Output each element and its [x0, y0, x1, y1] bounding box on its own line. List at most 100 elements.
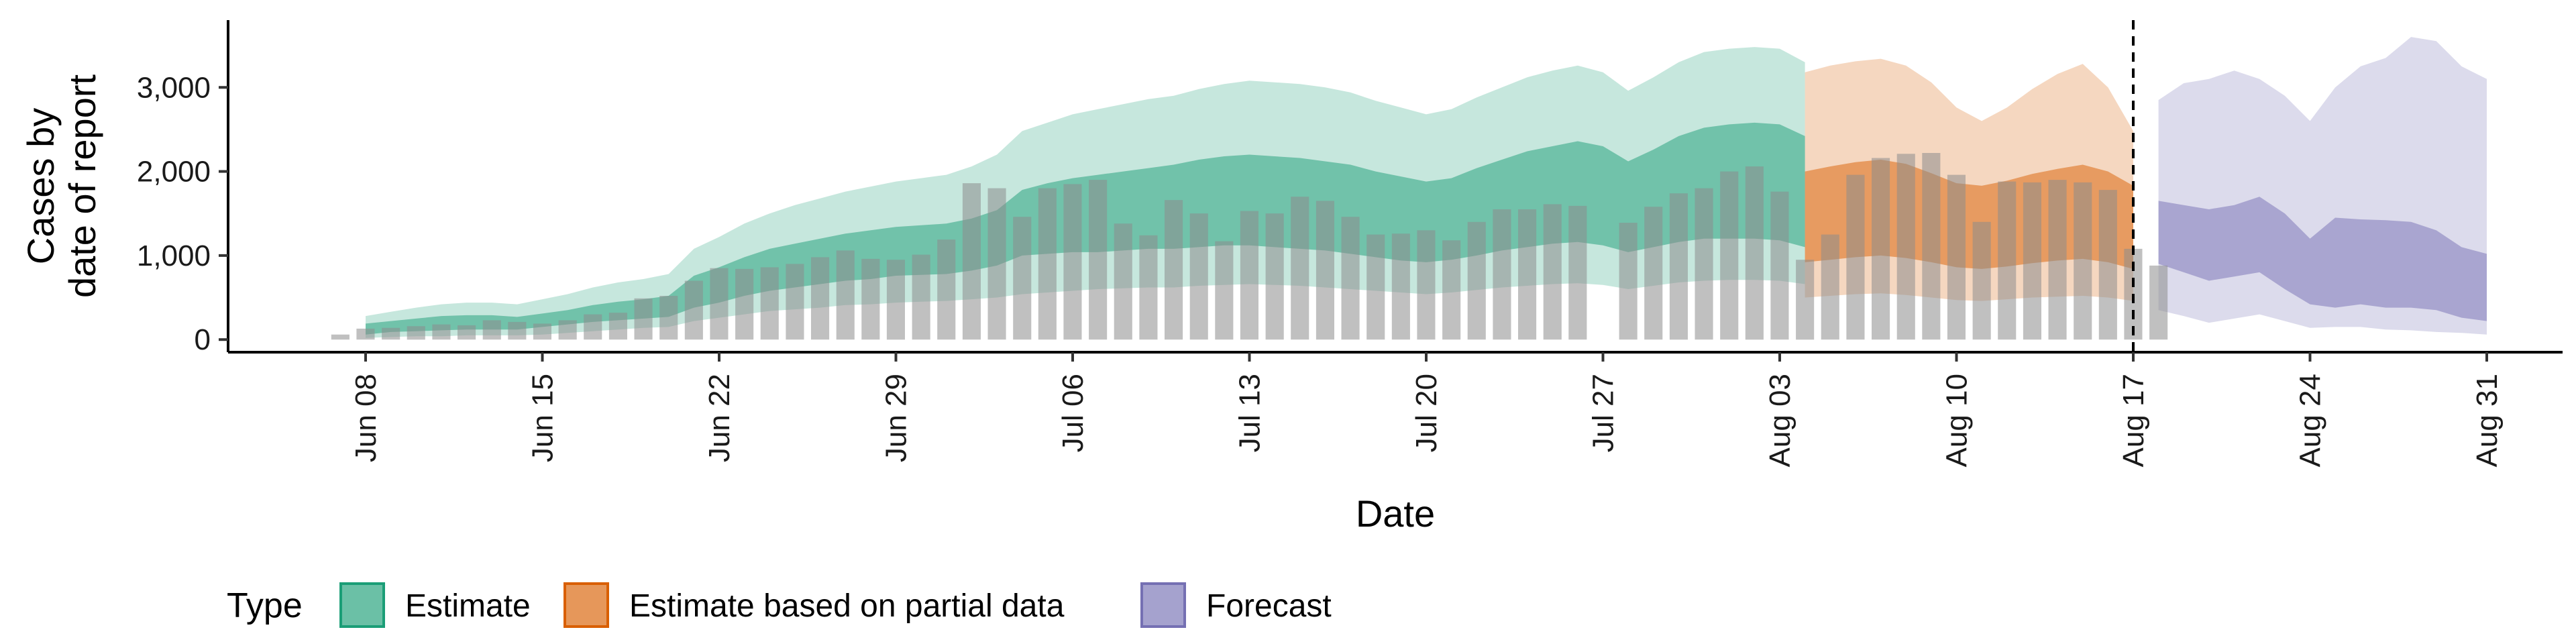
reported-cases-bar: [861, 258, 880, 340]
y-tick-label: 2,000: [137, 156, 211, 189]
reported-cases-bar: [1013, 217, 1032, 340]
reported-cases-bar: [811, 257, 830, 340]
reported-cases-bar: [1467, 221, 1486, 340]
reported-cases-bar: [2149, 265, 2168, 340]
reported-cases-bar: [836, 250, 855, 340]
reported-cases-bar: [786, 264, 804, 340]
reported-cases-bar: [1896, 154, 1915, 340]
reported-cases-bar: [710, 268, 729, 340]
reported-cases-bar: [1442, 240, 1461, 340]
legend-label-partial-estimate: Estimate based on partial data: [629, 588, 1065, 624]
reported-cases-bar: [1493, 209, 1511, 340]
x-tick-label: Jun 08: [350, 374, 382, 462]
reported-cases-bar: [1291, 197, 1309, 340]
reported-cases-bar: [356, 328, 375, 340]
reported-cases-bar: [1366, 234, 1385, 340]
reported-cases-bar: [659, 296, 678, 340]
reported-cases-bar: [382, 327, 400, 340]
y-axis-title-line-2: date of report: [61, 74, 103, 299]
x-tick-label: Jul 06: [1057, 374, 1089, 452]
reported-cases-bar: [1543, 204, 1562, 340]
x-axis-title: Date: [1356, 492, 1435, 535]
legend-key-partial-estimate: [564, 582, 609, 628]
reported-cases-bar: [1518, 209, 1537, 340]
reported-cases-bar: [1846, 174, 1865, 340]
x-tick-label: Jun 15: [527, 374, 559, 462]
reported-cases-bar: [432, 324, 451, 340]
x-tick-label: Aug 24: [2294, 374, 2327, 467]
reported-cases-bar: [684, 280, 703, 340]
reported-cases-bar: [1770, 191, 1789, 340]
reported-cases-bar: [1038, 188, 1057, 340]
reported-cases-bar: [558, 320, 577, 340]
reported-cases-bar: [608, 313, 627, 340]
reported-cases-bar: [1139, 235, 1158, 340]
reported-cases-bar: [1695, 188, 1713, 340]
reported-cases-bar: [886, 260, 905, 340]
y-tick-label: 0: [195, 323, 211, 356]
band50-forecast: [2158, 197, 2487, 321]
legend-title: Type: [227, 586, 303, 625]
reported-cases-bar: [2098, 190, 2117, 340]
ticks: 0 1,000 2,000 3,000 Jun 08 Jun 15 Jun 22 Jun 29…: [137, 71, 2504, 467]
reported-cases-bar: [760, 267, 779, 340]
reported-cases-bar: [458, 325, 476, 340]
legend-label-forecast: Forecast: [1206, 588, 1332, 624]
legend: Type Estimate Estimate based on partial …: [227, 582, 1332, 628]
reported-cases-bar: [1998, 181, 2017, 340]
reported-cases-bar: [1644, 207, 1663, 340]
reported-cases-bar: [1872, 158, 1890, 340]
legend-key-estimate: [339, 582, 385, 628]
x-tick-label: Jul 13: [1234, 374, 1267, 452]
axes: [227, 20, 2563, 354]
reported-cases-bar: [2074, 182, 2092, 340]
reported-cases-bar: [1165, 200, 1183, 340]
reported-cases-bar: [407, 326, 425, 340]
reported-cases-bar: [1316, 201, 1334, 340]
x-tick-label: Aug 03: [1764, 374, 1796, 467]
x-tick-label: Aug 31: [2471, 374, 2504, 467]
reported-cases-bar: [1821, 234, 1839, 340]
y-tick-label: 3,000: [137, 71, 211, 104]
x-tick-label: Aug 10: [1941, 374, 1974, 467]
reported-cases-bar: [2023, 182, 2041, 340]
reported-cases-bar: [634, 298, 653, 340]
reported-cases-bar: [1972, 221, 1991, 340]
reported-cases-bar: [533, 323, 551, 340]
reported-cases-bar: [1417, 230, 1436, 340]
reported-cases-bar: [1240, 211, 1258, 340]
reported-cases-bar: [1114, 223, 1132, 340]
reported-cases-bar: [1215, 241, 1234, 340]
reported-cases-bar: [1669, 193, 1688, 340]
x-tick-label: Jul 27: [1587, 374, 1620, 452]
plot-area: [331, 20, 2487, 352]
y-tick-label: 1,000: [137, 239, 211, 272]
x-tick-label: Aug 17: [2117, 374, 2150, 467]
reported-cases-bar: [482, 320, 501, 340]
legend-key-forecast: [1140, 582, 1186, 628]
reported-cases-bar: [1796, 260, 1815, 340]
reported-cases-bar: [508, 321, 527, 340]
reported-cases-bar: [2048, 180, 2067, 340]
reported-cases-bar: [1922, 153, 1941, 340]
reported-cases-bar: [584, 314, 602, 340]
reported-cases-bar: [331, 334, 350, 340]
reported-cases-bar: [735, 268, 754, 340]
reported-cases-bar: [937, 239, 956, 340]
reported-cases-bar: [1568, 205, 1587, 340]
reported-cases-bar: [1619, 223, 1638, 340]
reported-cases-bar: [1063, 184, 1082, 340]
reported-cases-bar: [987, 188, 1006, 340]
reported-cases-bar: [1089, 180, 1108, 340]
reported-cases-bar: [962, 183, 981, 340]
x-tick-label: Jun 22: [703, 374, 736, 462]
legend-label-estimate: Estimate: [405, 588, 531, 624]
x-tick-label: Jul 20: [1410, 374, 1443, 452]
reported-cases-bar: [1947, 174, 1966, 340]
reported-cases-bar: [912, 254, 930, 340]
reported-cases-bar: [1265, 213, 1284, 340]
reported-cases-bar: [1341, 217, 1360, 340]
y-axis-title-line-1: Cases by: [19, 108, 62, 264]
reported-cases-bar: [1720, 171, 1739, 340]
